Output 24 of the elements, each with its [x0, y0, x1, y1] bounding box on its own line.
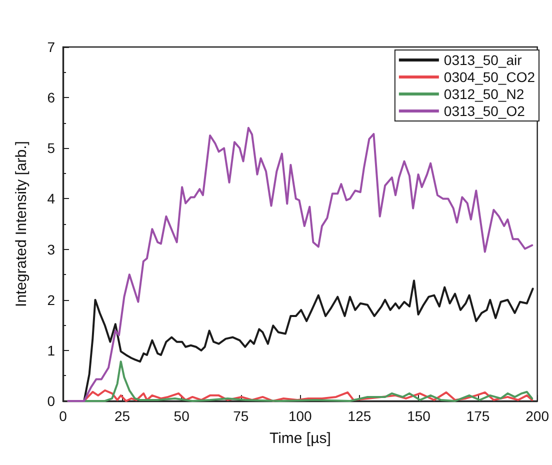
- x-axis-title: Time [µs]: [269, 430, 331, 447]
- x-tick-label: 150: [407, 408, 431, 424]
- x-tick-label: 0: [59, 408, 68, 424]
- y-tick-label: 6: [47, 90, 56, 106]
- legend-label: 0313_50_O2: [444, 103, 526, 119]
- y-axis-title: Integrated Intensity [arb.]: [13, 141, 30, 307]
- y-tick-label: 4: [47, 190, 56, 207]
- y-tick-label: 5: [47, 140, 56, 156]
- legend-label: 0312_50_N2: [444, 86, 524, 102]
- y-tick-label: 0: [47, 393, 56, 409]
- x-tick-label: 25: [114, 408, 130, 424]
- x-tick-label: 125: [348, 408, 372, 424]
- legend-label: 0304_50_CO2: [444, 69, 536, 85]
- x-tick-label: 100: [288, 408, 312, 424]
- legend-label: 0313_50_air: [444, 52, 522, 68]
- y-tick-label: 1: [47, 342, 56, 358]
- line-series: [67, 126, 534, 402]
- y-tick-label: 3: [47, 241, 56, 258]
- x-tick-label: 200: [526, 408, 550, 424]
- x-tick-label: 50: [174, 408, 190, 424]
- x-tick-label: 75: [233, 408, 249, 424]
- y-tick-label: 2: [47, 292, 56, 308]
- y-tick-label: 7: [47, 39, 56, 55]
- x-tick-label: 175: [466, 408, 490, 424]
